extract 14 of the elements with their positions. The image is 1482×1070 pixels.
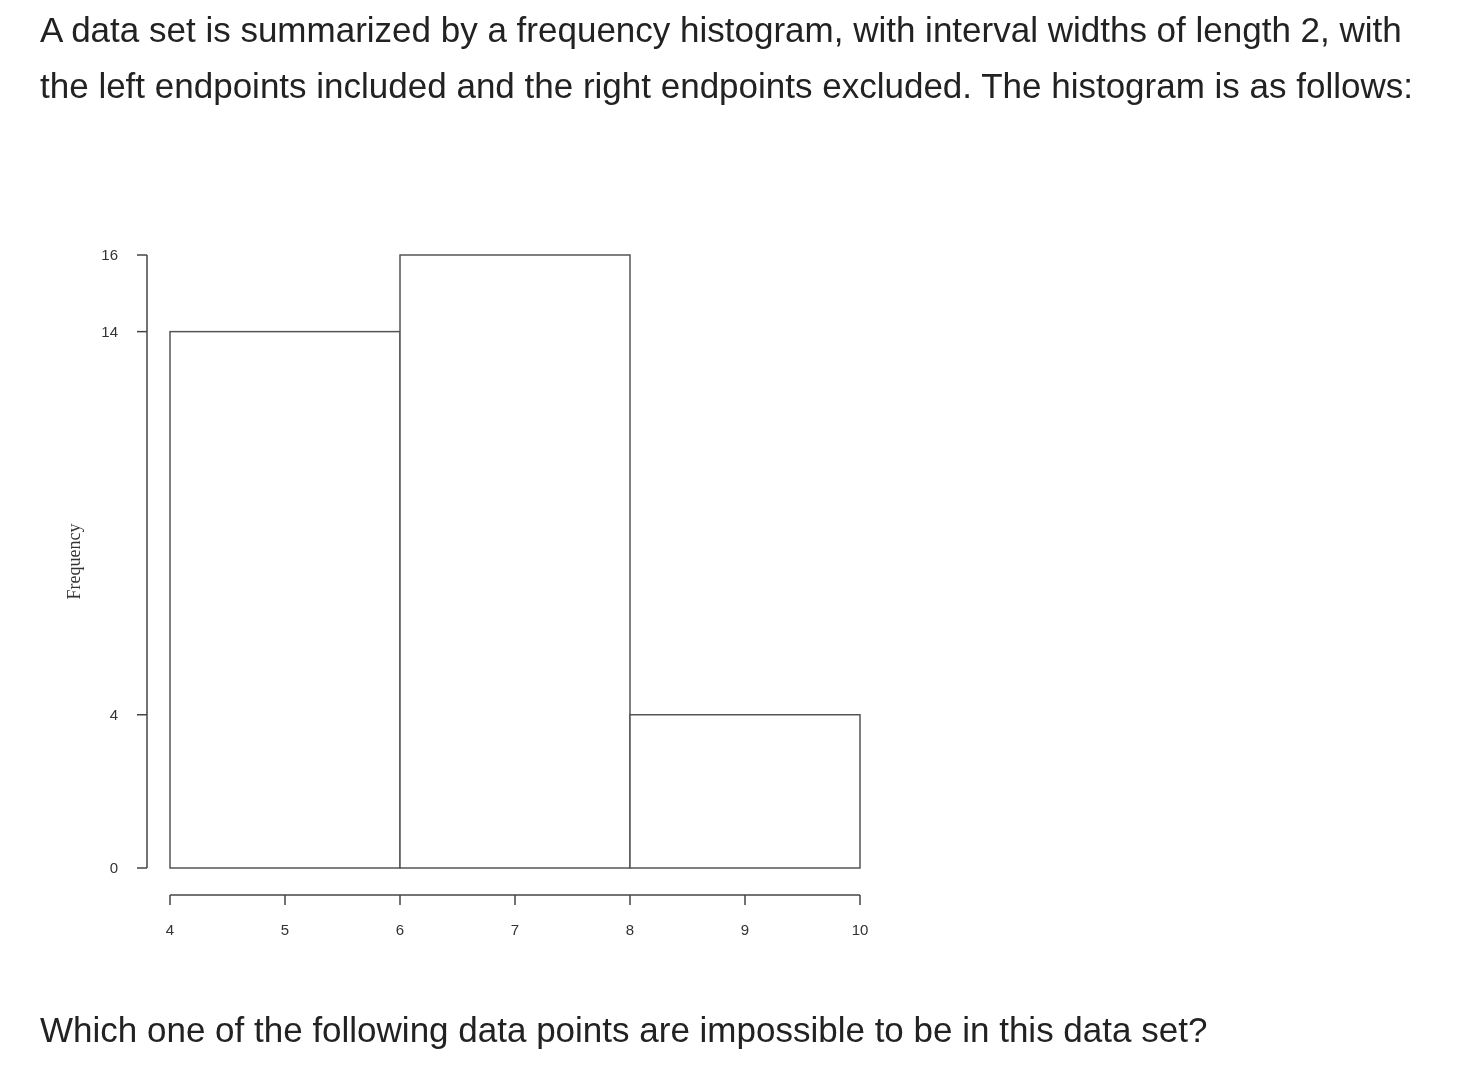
x-tick-label: 7: [510, 921, 520, 938]
text: Which one of the following data points are impossible to be in this data set?: [40, 1010, 1208, 1049]
y-tick-label: 0: [109, 859, 118, 877]
x-tick-label: 8: [625, 921, 635, 938]
y-tick-label: 16: [101, 246, 118, 264]
chart-title: A data set is summarized by a frequency histogram, with interval widths of length 2, with the left endpoints included and the right endpoints excluded. The histogram is as follows:: [40, 10, 1413, 105]
y-tick-label: 14: [101, 322, 118, 340]
x-tick-label: 5: [280, 921, 290, 938]
y-axis-title: Frequency: [64, 523, 84, 600]
x-tick-label: 6: [395, 921, 405, 938]
x-tick-label: 9: [740, 921, 750, 938]
y-tick-label: 4: [109, 706, 118, 723]
x-tick-label: 10: [851, 921, 869, 938]
x-tick-label: 4: [165, 921, 175, 938]
